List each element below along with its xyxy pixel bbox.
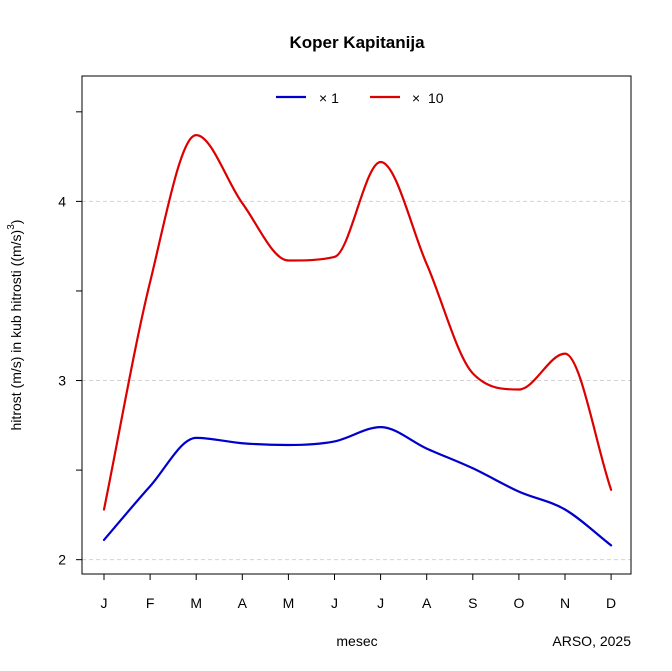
x-tick-label: N <box>560 595 570 611</box>
x-tick-label: M <box>190 595 202 611</box>
credit-text: ARSO, 2025 <box>552 633 631 649</box>
x-tick-label: S <box>468 595 477 611</box>
y-axis: 2 3 4 <box>58 111 82 568</box>
x-tick-label: A <box>238 595 248 611</box>
y-tick-label: 2 <box>58 552 66 568</box>
y-axis-label-main: hitrost (m/s) in kub hitrosti ((m/s) <box>8 230 24 431</box>
y-axis-label-superscript: 3 <box>6 224 17 230</box>
x-tick-label: J <box>377 595 384 611</box>
legend: × 1 × 10 <box>276 90 444 106</box>
x-tick-label: D <box>606 595 616 611</box>
x-tick-label: J <box>101 595 108 611</box>
x-tick-label: O <box>513 595 524 611</box>
x-axis-label: mesec <box>336 633 377 649</box>
legend-label-series-2: × 10 <box>412 90 444 106</box>
y-tick-label: 3 <box>58 373 66 389</box>
y-tick-label: 4 <box>58 193 66 209</box>
plot-frame <box>81 75 632 575</box>
series-line-1 <box>102 426 613 547</box>
y-axis-label-close: ) <box>8 220 24 225</box>
x-tick-label: A <box>422 595 432 611</box>
legend-label-series-1: × 1 <box>319 90 339 106</box>
series-line-2 <box>102 134 613 511</box>
series-lines <box>102 134 613 547</box>
chart-title: Koper Kapitanija <box>289 33 425 52</box>
x-tick-label: F <box>146 595 155 611</box>
gridlines <box>82 200 631 561</box>
y-axis-label: hitrost (m/s) in kub hitrosti ((m/s)3) <box>6 220 24 431</box>
x-tick-label: M <box>283 595 295 611</box>
x-tick-label: J <box>331 595 338 611</box>
